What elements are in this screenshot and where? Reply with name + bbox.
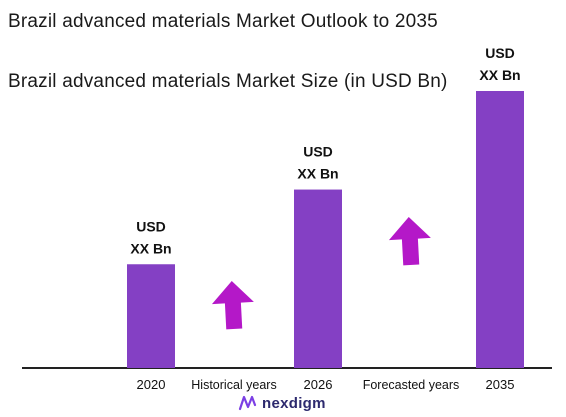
x-tick-2035: 2035 bbox=[486, 377, 515, 392]
bar-2026 bbox=[294, 189, 342, 368]
x-tick-2020: 2020 bbox=[137, 377, 166, 392]
bar-label-value-2035: XX Bn bbox=[479, 67, 520, 83]
chart-title: Brazil advanced materials Market Outlook… bbox=[8, 11, 438, 32]
historical-growth-arrow-icon bbox=[211, 281, 254, 330]
bar-label-currency-2020: USD bbox=[136, 218, 166, 234]
forecast-growth-arrow-icon bbox=[388, 217, 431, 266]
nexdigm-logo: nexdigm bbox=[238, 392, 326, 414]
bar-label-value-2026: XX Bn bbox=[297, 166, 338, 182]
chart-subtitle: Brazil advanced materials Market Size (i… bbox=[8, 71, 448, 92]
x-tick-2026: 2026 bbox=[304, 377, 333, 392]
bar-label-currency-2026: USD bbox=[303, 144, 333, 160]
bar-2035 bbox=[476, 91, 524, 368]
bar-2020 bbox=[127, 264, 175, 368]
bar-label-currency-2035: USD bbox=[485, 45, 515, 61]
logo-text: nexdigm bbox=[262, 394, 326, 412]
period-label-historical: Historical years bbox=[191, 378, 276, 392]
bar-label-value-2020: XX Bn bbox=[130, 240, 171, 256]
period-label-forecasted: Forecasted years bbox=[363, 378, 460, 392]
nexdigm-logo-icon bbox=[238, 395, 257, 411]
